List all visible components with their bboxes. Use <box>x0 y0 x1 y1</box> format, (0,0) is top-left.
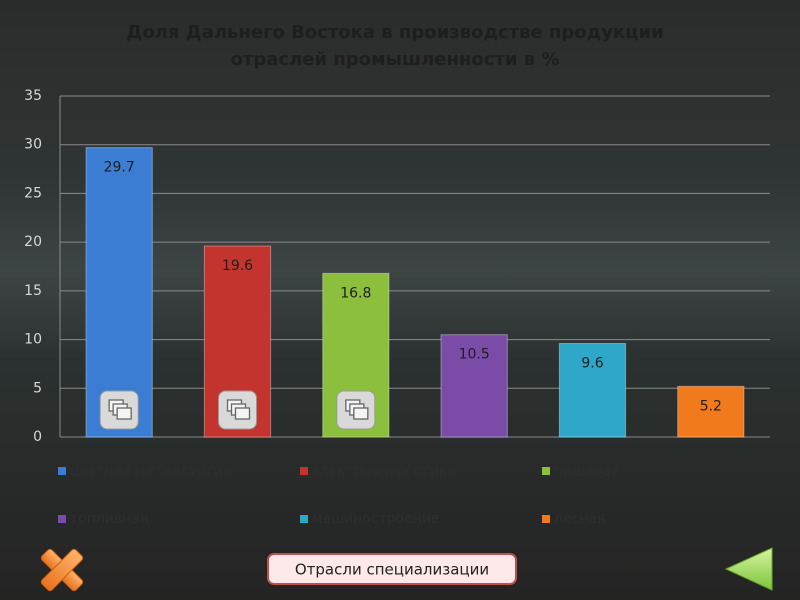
legend-label: машиностроение <box>312 511 440 527</box>
data-label: 19.6 <box>222 258 253 274</box>
plot: 0 5 10 15 20 25 30 35 29.7 цветная металлургия 19.… <box>24 88 770 527</box>
y-tick-label: 15 <box>24 283 42 299</box>
button-box <box>267 553 517 585</box>
y-tick-label: 0 <box>33 429 42 445</box>
bar <box>85 147 153 438</box>
legend-swatch <box>58 515 66 523</box>
close-button[interactable] <box>28 536 96 600</box>
y-tick-label: 20 <box>24 234 42 250</box>
legend-label: пищевая <box>554 463 619 479</box>
close-icon <box>40 548 84 592</box>
icon-frame <box>234 407 251 420</box>
data-label: 29.7 <box>104 160 135 176</box>
media-icon[interactable] <box>218 390 257 430</box>
legend-label: электроэнергетика <box>312 463 456 479</box>
y-tick-label: 35 <box>24 88 42 104</box>
button-label: Отрасли специализации <box>295 561 489 579</box>
legend-swatch <box>542 467 550 475</box>
chart-title: Доля Дальнего Востока в производстве про… <box>126 22 663 43</box>
y-tick-label: 30 <box>24 137 42 153</box>
bar <box>440 334 508 438</box>
chart-title: отраслей промышленности в % <box>231 49 560 70</box>
icon-frame <box>353 407 369 420</box>
legend-swatch <box>58 467 66 475</box>
legend-label: цветная металлургия <box>70 463 231 479</box>
back-button[interactable] <box>724 547 773 591</box>
bar <box>677 385 745 438</box>
legend-swatch <box>300 467 308 475</box>
icon-frame <box>116 407 132 420</box>
y-tick-label: 10 <box>24 332 42 348</box>
data-label: 10.5 <box>459 347 490 363</box>
data-label: 16.8 <box>340 285 371 301</box>
legend-label: лесная <box>554 511 605 527</box>
y-tick-label: 25 <box>24 185 42 201</box>
data-label: 9.6 <box>581 355 603 371</box>
media-icon[interactable] <box>99 390 139 430</box>
specialization-button[interactable]: Отрасли специализации <box>267 553 517 585</box>
y-tick-label: 5 <box>33 380 42 396</box>
legend-label: топливная <box>70 511 148 527</box>
data-label: 5.2 <box>700 398 722 414</box>
legend-swatch <box>542 515 550 523</box>
legend-swatch <box>300 515 308 523</box>
bar <box>558 342 627 438</box>
media-icon[interactable] <box>336 390 376 430</box>
